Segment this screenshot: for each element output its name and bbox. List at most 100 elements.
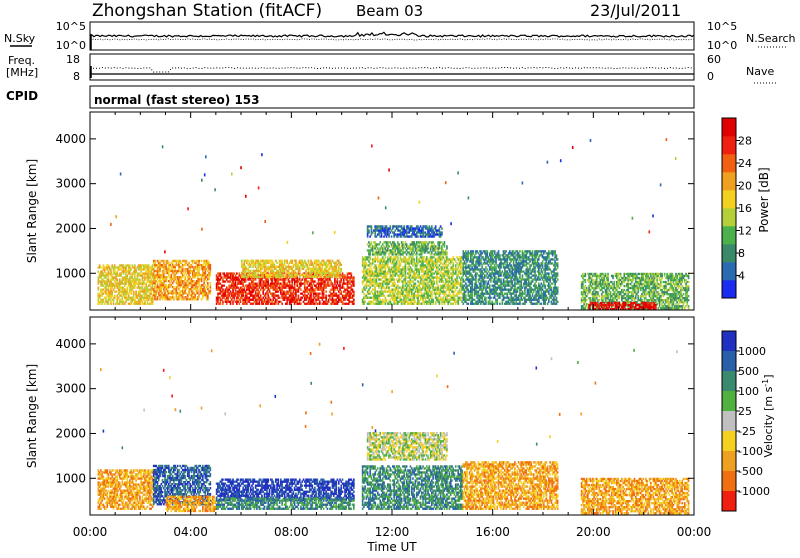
heatmap-cell (196, 262, 198, 264)
heatmap-cell (329, 268, 331, 270)
heatmap-cell (442, 264, 444, 266)
heatmap-cell (473, 260, 475, 262)
heatmap-cell (325, 297, 327, 299)
heatmap-cell (273, 299, 275, 301)
heatmap-cell (198, 272, 200, 274)
heatmap-cell (391, 229, 393, 231)
heatmap-cell (230, 303, 232, 305)
freq-unit: [MHz] (6, 66, 38, 79)
heatmap-cell (460, 291, 462, 293)
heatmap-cell (208, 276, 210, 278)
heatmap-cell (113, 301, 115, 303)
heatmap-cell (103, 299, 105, 301)
heatmap-cell (296, 283, 298, 285)
heatmap-cell (269, 301, 271, 303)
heatmap-cell (178, 264, 180, 266)
heatmap-cell (128, 299, 130, 301)
heatmap-cell (257, 295, 259, 297)
heatmap-cell (129, 264, 131, 266)
heatmap-cell (267, 287, 269, 289)
heatmap-cell (390, 272, 392, 274)
heatmap-cell (317, 274, 319, 276)
heatmap-cell (439, 227, 441, 229)
heatmap-cell (288, 264, 290, 266)
heatmap-cell (390, 231, 392, 233)
heatmap-cell (397, 227, 399, 229)
heatmap-cell (245, 272, 247, 274)
heatmap-cell (325, 299, 327, 301)
heatmap-cell (337, 289, 339, 291)
heatmap-cell (101, 303, 103, 305)
heatmap-cell (475, 289, 477, 291)
heatmap-cell (427, 283, 429, 285)
heatmap-cell (216, 303, 218, 305)
heatmap-cell (221, 287, 223, 289)
heatmap-cell (415, 274, 417, 276)
heatmap-cell (291, 280, 293, 282)
heatmap-cell (134, 274, 136, 276)
heatmap-cell (279, 285, 281, 287)
heatmap-cell (471, 274, 473, 276)
heatmap-cell (114, 270, 116, 272)
heatmap-cell (108, 276, 110, 278)
heatmap-cell (456, 287, 458, 289)
heatmap-cell (280, 301, 282, 303)
heatmap-cell (123, 287, 125, 289)
heatmap-cell (262, 287, 264, 289)
heatmap-cell (422, 276, 424, 278)
heatmap-cell (123, 264, 125, 266)
heatmap-cell (104, 270, 106, 272)
heatmap-cell (133, 295, 135, 297)
heatmap-cell (463, 287, 465, 289)
heatmap-cell (441, 258, 443, 260)
heatmap-cell (168, 290, 170, 292)
heatmap-cell (300, 289, 302, 291)
heatmap-cell (315, 285, 317, 287)
heatmap-cell (435, 251, 437, 253)
heatmap-cell (471, 301, 473, 303)
heatmap-cell (449, 293, 451, 295)
heatmap-cell (232, 274, 234, 276)
heatmap-cell (447, 264, 449, 266)
heatmap-cell (194, 276, 196, 278)
heatmap-cell (376, 249, 378, 251)
heatmap-cell (474, 270, 476, 272)
heatmap-cell (295, 293, 297, 295)
heatmap-cell (382, 299, 384, 301)
heatmap-cell (275, 303, 277, 305)
nave-tick-bottom: 0 (707, 70, 714, 83)
heatmap-cell (432, 264, 434, 266)
heatmap-cell (416, 253, 418, 255)
heatmap-cell (314, 297, 316, 299)
heatmap-cell (168, 280, 170, 282)
heatmap-cell (412, 289, 414, 291)
heatmap-cell (157, 298, 159, 300)
cpid-label: CPID (6, 89, 38, 103)
heatmap-cell (406, 249, 408, 251)
heatmap-cell (415, 283, 417, 285)
heatmap-cell (393, 285, 395, 287)
heatmap-cell (377, 299, 379, 301)
heatmap-cell (420, 225, 422, 227)
heatmap-cell (452, 262, 454, 264)
heatmap-cell (374, 256, 376, 258)
heatmap-cell (198, 282, 200, 284)
heatmap-cell (176, 290, 178, 292)
heatmap-cell (469, 285, 471, 287)
heatmap-cell (427, 245, 429, 247)
heatmap-cell (473, 276, 475, 278)
heatmap-cell (322, 268, 324, 270)
heatmap-cell (132, 276, 134, 278)
heatmap-cell (245, 280, 247, 282)
heatmap-cell (116, 280, 118, 282)
heatmap-cell (236, 272, 238, 274)
heatmap-cell (114, 264, 116, 266)
heatmap-cell (407, 301, 409, 303)
heatmap-cell (255, 264, 257, 266)
heatmap-cell (159, 278, 161, 280)
heatmap-cell (371, 241, 373, 243)
heatmap-cell (411, 291, 413, 293)
heatmap-cell (322, 299, 324, 301)
heatmap-cell (172, 282, 174, 284)
heatmap-cell (210, 286, 212, 288)
